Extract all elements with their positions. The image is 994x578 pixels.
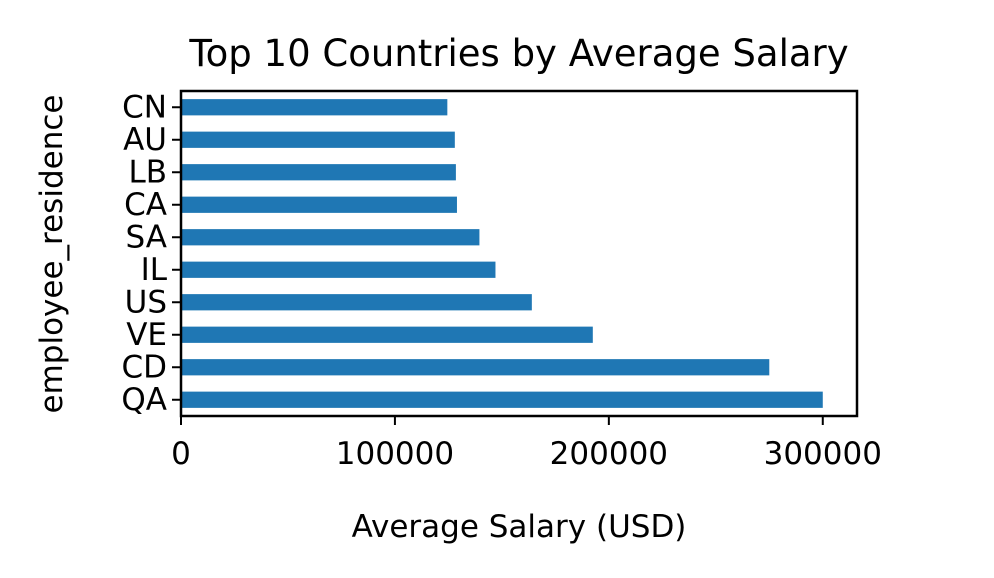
bar-cn xyxy=(181,99,448,116)
chart-title: Top 10 Countries by Average Salary xyxy=(188,32,848,75)
y-tick-label: CD xyxy=(121,349,167,385)
y-tick-label: US xyxy=(125,284,167,320)
x-tick-label: 100000 xyxy=(336,436,454,472)
bar-lb xyxy=(181,164,456,181)
x-axis-ticks: 0 100000 200000 300000 xyxy=(171,416,882,472)
y-tick-label: CA xyxy=(124,187,167,223)
y-axis-label: employee_residence xyxy=(34,95,70,414)
bar-ca xyxy=(181,196,457,213)
x-tick-label: 200000 xyxy=(550,436,668,472)
bar-au xyxy=(181,131,455,148)
y-tick-label: IL xyxy=(141,252,168,288)
bar-us xyxy=(181,294,532,311)
bars-group xyxy=(181,99,823,408)
bar-sa xyxy=(181,229,480,246)
bar-qa xyxy=(181,391,823,408)
y-tick-label: VE xyxy=(126,317,167,353)
plot-frame xyxy=(179,89,859,418)
x-tick-label: 0 xyxy=(171,436,191,472)
bar-il xyxy=(181,261,496,278)
y-tick-label: SA xyxy=(126,219,167,255)
x-axis-label: Average Salary (USD) xyxy=(352,509,687,545)
y-tick-label: LB xyxy=(128,154,167,190)
y-tick-label: QA xyxy=(121,382,167,418)
bar-cd xyxy=(181,359,770,376)
x-tick-label: 300000 xyxy=(764,436,882,472)
bar-ve xyxy=(181,326,593,343)
y-tick-label: CN xyxy=(122,89,167,125)
y-tick-label: AU xyxy=(123,122,167,158)
